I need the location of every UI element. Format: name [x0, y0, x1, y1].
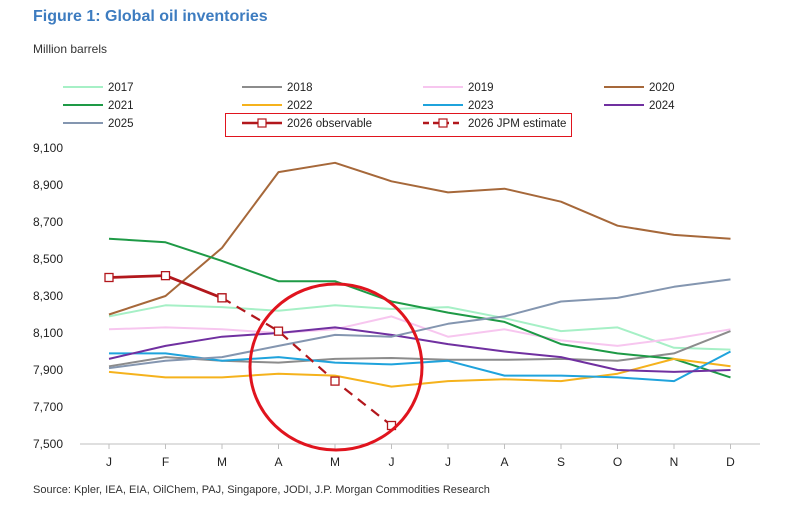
- y-tick-label: 8,900: [33, 178, 63, 192]
- x-tick-label: J: [106, 455, 112, 469]
- y-tick-label: 8,300: [33, 289, 63, 303]
- y-axis-unit-label: Million barrels: [33, 42, 108, 56]
- series-2020: [108, 161, 731, 316]
- legend-item-2023: 2023: [423, 100, 494, 112]
- legend-item-2017: 2017: [63, 82, 134, 94]
- x-tick-label: A: [274, 455, 282, 469]
- x-tick-label: S: [557, 455, 565, 469]
- legend-label: 2020: [649, 82, 675, 94]
- source-note: Source: Kpler, IEA, EIA, OilChem, PAJ, S…: [33, 484, 490, 496]
- legend-item-2026-jpm-estimate: 2026 JPM estimate: [423, 118, 566, 130]
- y-tick-label: 8,700: [33, 215, 63, 229]
- x-tick-label: A: [500, 455, 508, 469]
- series-line: [108, 161, 731, 316]
- legend-label: 2025: [108, 118, 134, 130]
- y-tick-label: 7,500: [33, 437, 63, 451]
- legend-swatch-marker: [438, 118, 448, 128]
- x-tick-label: J: [389, 455, 395, 469]
- axes: J F M A M J J A S O N D 7,500 7,700 7,900 8,100 8,300 8,5…: [33, 141, 760, 469]
- x-tick-label: M: [217, 455, 227, 469]
- legend-label: 2023: [468, 100, 494, 112]
- legend-item-2020: 2020: [604, 82, 675, 94]
- series-line: [221, 296, 393, 427]
- series-2024: [108, 326, 731, 373]
- legend-label: 2018: [287, 82, 313, 94]
- legend-label: 2024: [649, 100, 675, 112]
- data-point-marker: [330, 376, 340, 386]
- x-tick-label: N: [670, 455, 679, 469]
- legend-item-2019: 2019: [423, 82, 494, 94]
- data-point-marker: [104, 272, 114, 283]
- series-2021: [108, 237, 731, 379]
- x-tick-label: O: [613, 455, 622, 469]
- legend-label: 2022: [287, 100, 313, 112]
- legend-highlight-box: [225, 113, 572, 137]
- legend-item-2024: 2024: [604, 100, 675, 112]
- series-lines: [104, 161, 731, 431]
- x-tick-label: F: [162, 455, 169, 469]
- legend-item-2025: 2025: [63, 118, 134, 130]
- highlight-layer: [248, 282, 424, 452]
- legend-item-2022: 2022: [242, 100, 313, 112]
- legend-label: 2026 JPM estimate: [468, 118, 566, 130]
- legend-item-2026-observable: 2026 observable: [242, 118, 372, 130]
- series-line: [108, 278, 731, 370]
- x-tick-label: D: [726, 455, 735, 469]
- legend-item-2021: 2021: [63, 100, 134, 112]
- y-tick-label: 8,500: [33, 252, 63, 266]
- legend: 2017 2018 2019 2020 2021 2022 2023 2024 2025 2026…: [63, 82, 675, 130]
- highlight-circle: [248, 282, 424, 452]
- data-point-marker: [160, 270, 171, 281]
- legend-label: 2026 observable: [287, 118, 372, 130]
- series-2025: [108, 278, 731, 370]
- series-line: [108, 326, 731, 373]
- legend-label: 2021: [108, 100, 134, 112]
- legend-label: 2019: [468, 82, 494, 94]
- chart-title: Figure 1: Global oil inventories: [33, 8, 268, 25]
- legend-label: 2017: [108, 82, 134, 94]
- y-tick-label: 8,100: [33, 326, 63, 340]
- y-tick-label: 7,700: [33, 400, 63, 414]
- series-2026-observable: [104, 270, 227, 303]
- data-point-marker: [217, 293, 227, 303]
- series-2023: [109, 350, 731, 383]
- legend-swatch-marker: [257, 118, 267, 128]
- x-tick-label: J: [445, 455, 451, 469]
- series-line: [108, 237, 731, 379]
- y-tick-label: 9,100: [33, 141, 63, 155]
- y-tick-label: 7,900: [33, 363, 63, 377]
- series-line: [109, 350, 731, 383]
- x-tick-label: M: [330, 455, 340, 469]
- series-line: [108, 315, 731, 347]
- legend-item-2018: 2018: [242, 82, 313, 94]
- series-2019: [108, 315, 731, 347]
- data-point-marker: [273, 326, 284, 336]
